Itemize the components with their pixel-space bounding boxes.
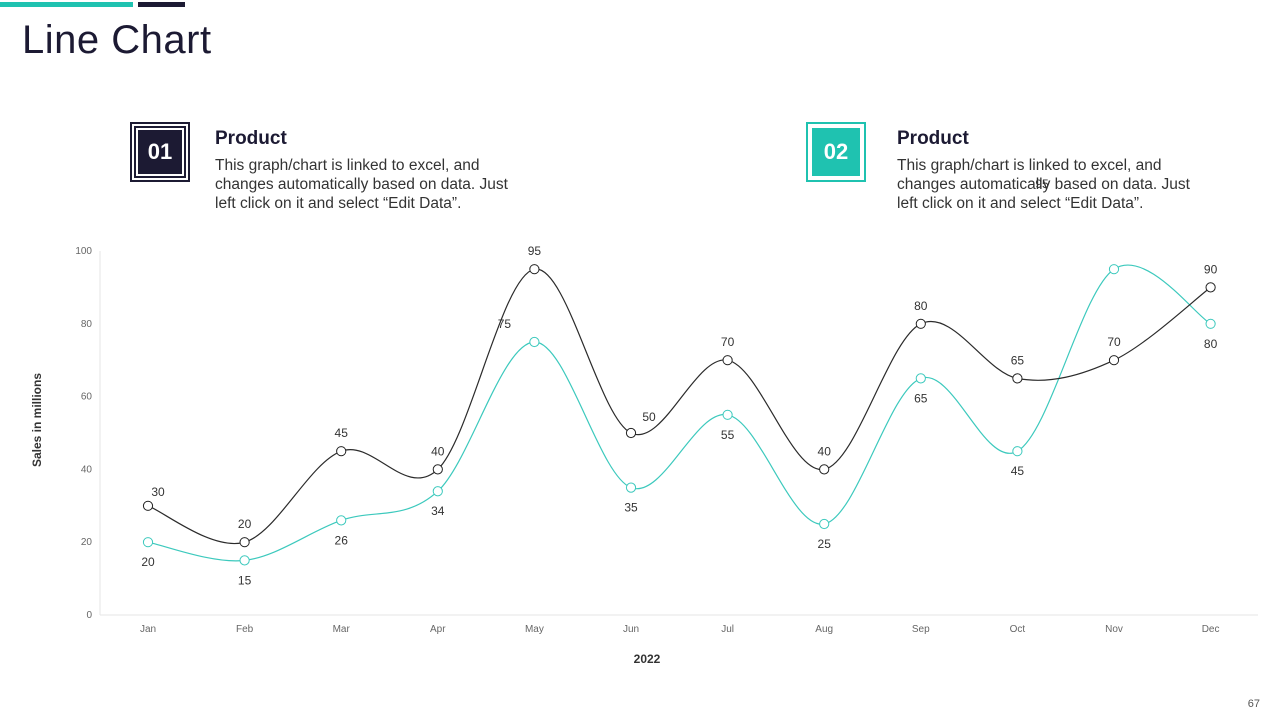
series-dark-data-label: 45 [335,426,349,440]
series-teal-line [147,264,1211,562]
x-tick-label: Oct [1010,624,1026,635]
series-dark-point [336,446,347,457]
x-tick-label: Jul [721,624,734,635]
series-teal-data-label: 25 [818,537,832,551]
x-tick-label: Dec [1202,624,1220,635]
y-tick-label: 0 [86,610,92,621]
series-teal-point [336,515,347,526]
series-teal-point [625,482,637,493]
series-teal-point [529,336,540,348]
x-tick-label: Feb [236,624,254,635]
series-dark-point [1205,282,1216,293]
x-tick-label: Aug [815,624,833,635]
top-accent-bar-dark [138,2,185,7]
series-dark-data-label: 90 [1204,262,1218,276]
series-dark-data-label: 65 [1011,353,1025,367]
series-teal-point [722,409,733,420]
card-1-text: This graph/chart is linked to excel, and… [215,157,508,212]
series-teal-data-label: 65 [914,391,928,405]
series-teal-data-label: 45 [1011,464,1025,478]
series-teal-point [1205,318,1216,329]
series-dark-data-label: 40 [431,444,445,458]
series-teal-data-label: 80 [1204,337,1218,351]
series-teal-point [142,537,154,548]
series-dark-point [625,427,637,439]
series-dark-data-label: 50 [642,410,656,424]
y-tick-label: 60 [81,392,93,403]
series-dark-line [147,268,1211,545]
series-dark-data-label: 40 [818,444,832,458]
series-dark-point [722,355,733,366]
series-teal-data-label: 15 [238,573,252,587]
card-2-heading: Product [897,128,969,149]
page-number: 67 [1247,698,1260,710]
series-dark-point [529,264,540,275]
series-dark-point [819,464,830,475]
page-title: Line Chart [22,18,212,62]
series-dark-point [142,500,154,511]
series-teal-data-label: 55 [721,428,735,442]
series-dark-point [1108,355,1120,366]
series-dark-point [915,318,926,329]
x-tick-label: May [525,624,544,635]
series-teal-data-label: 35 [624,501,638,515]
x-tick-label: Sep [912,624,930,635]
y-tick-label: 100 [75,246,92,257]
series-teal-point [915,373,926,384]
card-2-text: This graph/chart is linked to excel, and… [897,157,1190,212]
series-teal-point [1108,264,1120,275]
y-tick-label: 20 [81,537,93,548]
series-teal-point [819,518,830,530]
series-teal-point [239,555,250,566]
series-dark-point [1012,373,1023,384]
series-teal-data-label: 20 [141,555,155,569]
series-teal-point [1012,446,1023,457]
series-dark-data-label: 20 [238,517,252,531]
x-axis-title: 2022 [634,652,661,666]
series-teal-data-label: 95 [1035,177,1049,191]
series-dark-data-label: 70 [721,335,735,349]
y-tick-label: 80 [81,319,93,330]
card-1-heading: Product [215,128,287,149]
series-dark-data-label: 30 [151,485,165,499]
series-dark-data-label: 70 [1107,335,1121,349]
x-tick-label: Jun [623,624,639,635]
x-tick-label: Jan [140,624,156,635]
series-teal-data-label: 75 [498,317,512,331]
series-teal-data-label: 34 [431,504,445,518]
x-tick-label: Apr [430,624,446,635]
series-teal-data-label: 26 [335,533,349,547]
card-1-badge: 01 [130,122,190,182]
series-dark-point [239,537,250,548]
x-tick-label: Nov [1105,624,1123,635]
series-dark-data-label: 80 [914,299,928,313]
card-2-badge: 02 [806,122,866,182]
y-axis-title: Sales in millions [30,373,44,467]
y-tick-label: 40 [81,464,93,475]
x-tick-label: Mar [333,624,351,635]
top-accent-bar-teal [0,2,133,7]
series-dark-data-label: 95 [528,244,542,258]
series-teal-point [432,486,443,497]
series-dark-point [432,464,443,475]
